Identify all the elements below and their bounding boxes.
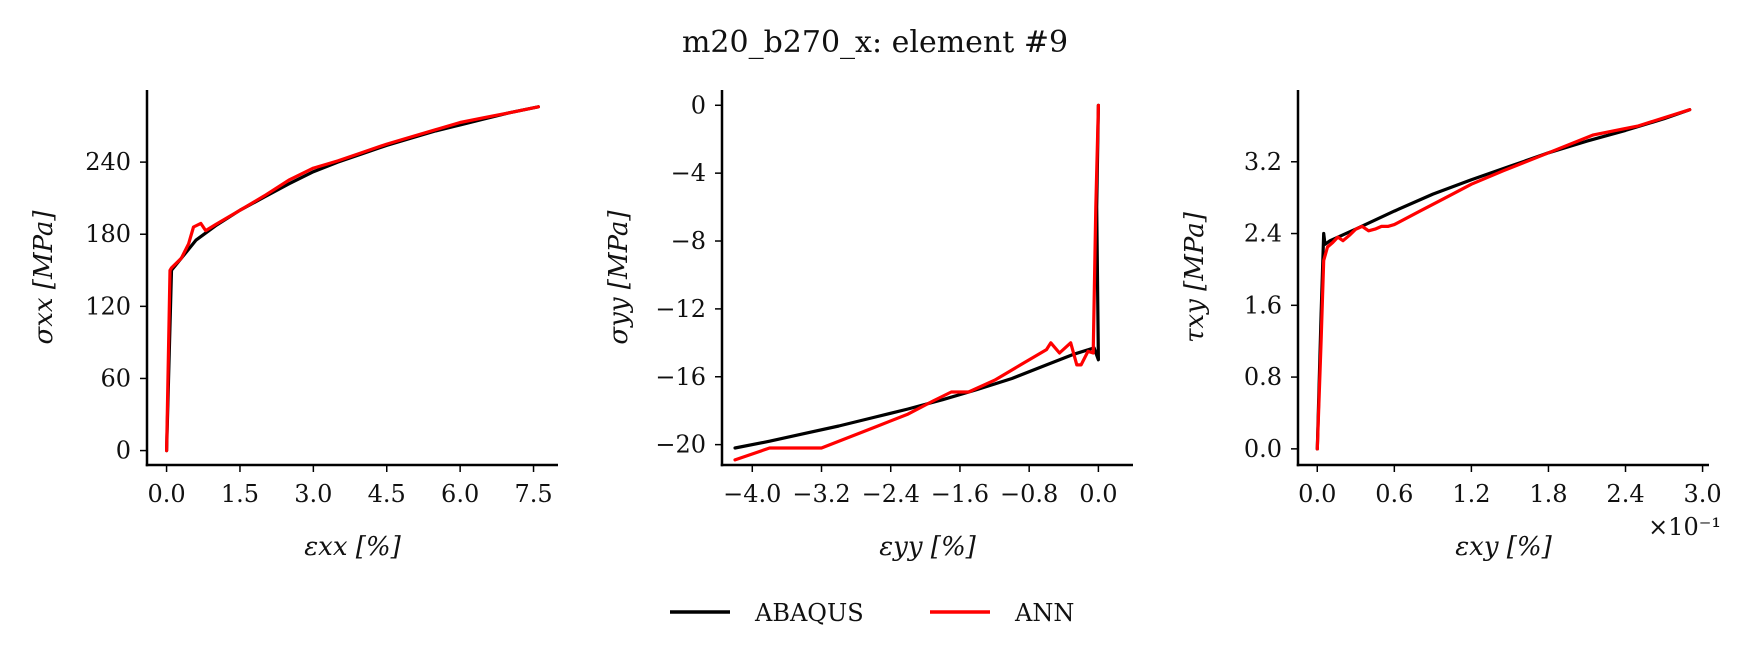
- sigma-yy-x-tick-label: −3.2: [792, 480, 850, 508]
- sigma-xx-x-tick-label: 3.0: [294, 480, 332, 508]
- sigma-yy-x-tick-label: 0.0: [1079, 480, 1117, 508]
- sigma-yy-y-tick-label: −4: [671, 159, 706, 187]
- sigma-yy-x-tick-label: −4.0: [723, 480, 781, 508]
- tau-xy-series-ann: [1315, 108, 1692, 451]
- tau-xy-x-tick-label: 0.6: [1375, 480, 1413, 508]
- sigma-yy-y-tick-label: −12: [655, 295, 706, 323]
- panel-sigma-yy: −4.0 −3.2 −2.4 −1.6 −0.8 0.0 0 −4 −8 −12 −16 −20 εyy…: [604, 90, 1133, 562]
- tau-xy-series-abaqus: [1315, 108, 1692, 451]
- sigma-yy-y-tick-label: 0: [691, 91, 706, 119]
- sigma-xx-y-tick-label: 240: [85, 148, 131, 176]
- sigma-yy-y-tick-label: −20: [655, 431, 706, 459]
- sigma-yy-y-axis-title: σyy [MPa]: [604, 210, 634, 345]
- sigma-xx-x-tick-label: 4.5: [368, 480, 406, 508]
- legend-label-abaqus: ABAQUS: [754, 599, 864, 627]
- sigma-xx-x-tick-label: 0.0: [147, 480, 185, 508]
- tau-xy-y-tick-label: 1.6: [1244, 291, 1282, 319]
- sigma-xx-y-tick-label: 120: [85, 292, 131, 320]
- tau-xy-x-tick-label: 1.2: [1452, 480, 1490, 508]
- tau-xy-x-tick-label: 3.0: [1683, 480, 1721, 508]
- tau-xy-y-tick-label: 3.2: [1244, 148, 1282, 176]
- sigma-yy-x-tick-label: −0.8: [1000, 480, 1058, 508]
- legend: ABAQUS ANN: [670, 599, 1074, 627]
- sigma-xx-x-tick-label: 6.0: [441, 480, 479, 508]
- legend-label-ann: ANN: [1014, 599, 1074, 627]
- tau-xy-x-tick-label: 1.8: [1529, 480, 1567, 508]
- panel-tau-xy: 0.0 0.6 1.2 1.8 2.4 3.0 0.0 0.8 1.6 2.4 3.2 εxy [%]…: [1180, 90, 1722, 562]
- tau-xy-y-tick-label: 0.8: [1244, 363, 1282, 391]
- sigma-xx-y-tick-label: 60: [100, 364, 131, 392]
- sigma-yy-x-tick-label: −2.4: [862, 480, 920, 508]
- sigma-xx-x-tick-label: 1.5: [221, 480, 259, 508]
- sigma-yy-y-tick-label: −8: [671, 227, 706, 255]
- sigma-xx-x-axis-title: εxx [%]: [304, 532, 401, 562]
- sigma-xx-x-tick-label: 7.5: [514, 480, 552, 508]
- tau-xy-x-tick-label: 2.4: [1606, 480, 1644, 508]
- sigma-yy-y-tick-label: −16: [655, 363, 706, 391]
- sigma-yy-x-axis-title: εyy [%]: [879, 532, 976, 562]
- sigma-yy-series-abaqus: [733, 103, 1101, 450]
- tau-xy-x-axis-title: εxy [%]: [1455, 532, 1552, 562]
- sigma-yy-series-ann: [733, 103, 1101, 462]
- sigma-xx-y-tick-label: 180: [85, 220, 131, 248]
- sigma-yy-x-tick-label: −1.6: [931, 480, 989, 508]
- sigma-xx-series-abaqus: [165, 105, 541, 453]
- tau-xy-y-axis-title: τxy [MPa]: [1180, 211, 1210, 343]
- sigma-xx-y-tick-label: 0: [116, 437, 131, 465]
- panel-sigma-xx: 0.0 1.5 3.0 4.5 6.0 7.5 0 60 120 180 240 εxx [%] σxx…: [29, 90, 558, 562]
- sigma-xx-y-axis-title: σxx [MPa]: [29, 210, 59, 345]
- tau-xy-y-tick-label: 0.0: [1244, 435, 1282, 463]
- tau-xy-x-exponent: ×10⁻¹: [1648, 513, 1721, 541]
- tau-xy-y-tick-label: 2.4: [1244, 220, 1282, 248]
- tau-xy-x-tick-label: 0.0: [1298, 480, 1336, 508]
- figure-title: m20_b270_x: element #9: [682, 25, 1068, 60]
- sigma-xx-series-ann: [165, 105, 541, 453]
